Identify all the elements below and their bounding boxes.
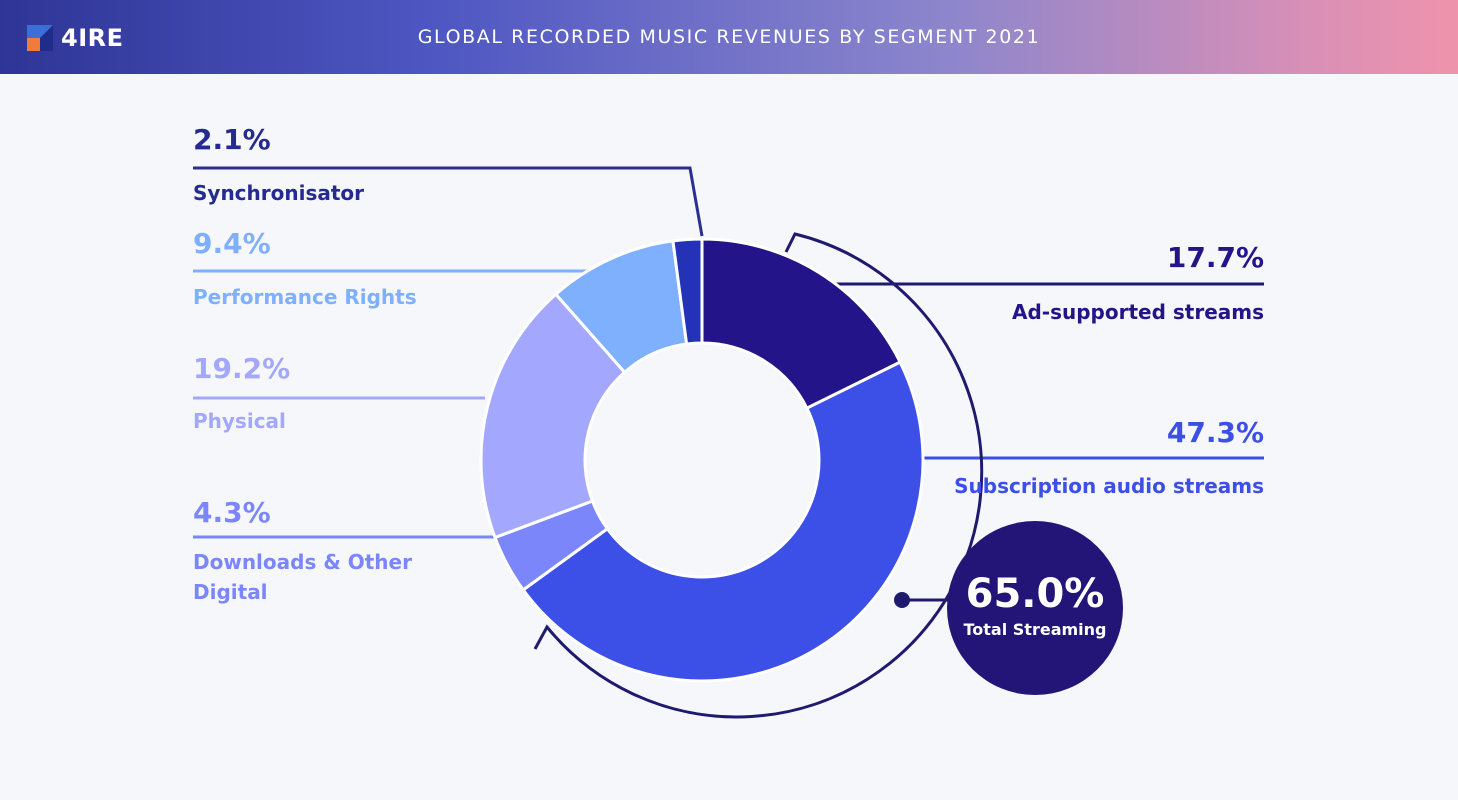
total-streaming-badge: 65.0% Total Streaming [947,521,1123,695]
logo-text: 4IRE [61,24,124,52]
down-label-line2: Digital [193,580,268,604]
ad-percent: 17.7% [1166,241,1264,274]
total-streaming-label: Total Streaming [963,620,1107,639]
donut-slice-ad-supported-streams [700,237,902,410]
perf-percent: 9.4% [193,227,271,260]
total-connector-dot [894,592,910,608]
sync-percent: 2.1% [193,123,271,156]
down-percent: 4.3% [193,496,271,529]
total-streaming-percent: 65.0% [965,571,1105,617]
down-label-line1: Downloads & Other [193,550,412,574]
streaming-bracket [533,232,984,719]
header-bar: 4IRE GLOBAL RECORDED MUSIC REVENUES BY S… [0,0,1458,74]
ad-label: Ad-supported streams [1011,300,1264,324]
subs-percent: 47.3% [1166,416,1264,449]
page-title: GLOBAL RECORDED MUSIC REVENUES BY SEGMEN… [417,26,1041,48]
perf-label: Performance Rights [193,285,417,309]
sync-connector-line [193,166,704,237]
phys-percent: 19.2% [193,352,291,385]
donut-slice-physical [479,292,627,539]
logo-icon [27,25,53,51]
donut-slice-synchronisator [671,237,704,346]
donut-slice-subscription-audio-streams [521,360,925,683]
phys-label: Physical [193,409,286,433]
sync-label: Synchronisator [193,181,365,205]
subs-label: Subscription audio streams [954,474,1264,498]
